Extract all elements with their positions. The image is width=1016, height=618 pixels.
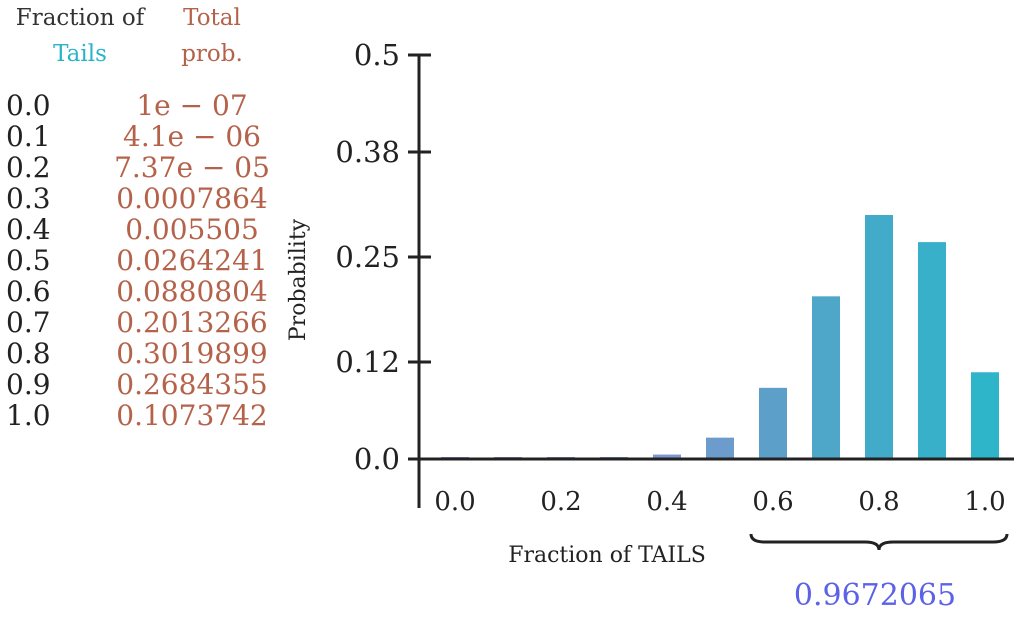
- table-cell-fraction: 0.5: [6, 244, 51, 277]
- table-cell-fraction: 0.4: [6, 213, 51, 246]
- y-tick-label: 0.12: [335, 345, 400, 379]
- x-tick-label: 0.8: [858, 487, 899, 517]
- table-cell-prob: 0.005505: [125, 213, 259, 246]
- bar: [759, 387, 787, 459]
- table-cell-fraction: 0.8: [6, 337, 51, 370]
- table-cell-fraction: 0.3: [6, 182, 51, 215]
- table-cell-prob: 0.0007864: [116, 182, 268, 215]
- y-tick-label: 0.5: [354, 38, 400, 72]
- table-cell-fraction: 0.9: [6, 368, 51, 401]
- table-cell-prob: 0.2684355: [116, 368, 268, 401]
- x-axis-label: Fraction of TAILS: [508, 543, 706, 568]
- table-cell-prob: 0.2013266: [116, 306, 268, 339]
- table-header-fraction-line2: Tails: [53, 41, 107, 67]
- y-tick-label: 0.0: [354, 442, 400, 476]
- table-header-prob-line1: Total: [183, 5, 241, 31]
- bar: [706, 437, 734, 459]
- table-cell-prob: 0.0880804: [116, 275, 268, 308]
- brace-annotation-value: 0.9672065: [793, 578, 957, 613]
- table-cell-prob: 7.37e − 05: [114, 151, 270, 184]
- table-cell-prob: 1e − 07: [136, 89, 248, 122]
- axes-group: [408, 53, 1014, 551]
- table-cell-fraction: 0.7: [6, 306, 51, 339]
- table-cell-fraction: 0.6: [6, 275, 51, 308]
- x-tick-label: 0.2: [540, 487, 581, 517]
- labels-group: 0.0 0.12 0.25 0.38 0.5 0.0 0.2 0.4 0.6 0.8 1.0 Frac…: [286, 38, 1006, 568]
- table-header-prob: Total prob.: [168, 0, 256, 72]
- bar: [971, 372, 999, 459]
- bars-group: [441, 214, 999, 459]
- table-header-fraction-line1: Fraction of: [15, 5, 145, 31]
- table-cell-fraction: 0.0: [6, 89, 51, 122]
- table-header-prob-line2: prob.: [181, 41, 243, 67]
- table-cell-fraction: 1.0: [6, 399, 51, 432]
- x-tick-label: 1.0: [964, 487, 1005, 517]
- x-tick-label: 0.6: [752, 487, 793, 517]
- bar: [865, 214, 893, 459]
- table-cell-prob: 0.0264241: [116, 244, 268, 277]
- bar: [812, 296, 840, 459]
- y-axis-label: Probability: [286, 218, 311, 341]
- bar: [653, 454, 681, 459]
- table-cell-prob: 0.3019899: [116, 337, 268, 370]
- table-header-fraction: Fraction of Tails: [4, 0, 156, 72]
- table-cell-prob: 4.1e − 06: [123, 120, 261, 153]
- brace-icon: [749, 533, 1009, 551]
- x-tick-label: 0.0: [434, 487, 475, 517]
- bar: [918, 242, 946, 459]
- x-tick-label: 0.4: [646, 487, 687, 517]
- table-cell-prob: 0.1073742: [116, 399, 268, 432]
- table-cell-fraction: 0.2: [6, 151, 51, 184]
- table-cell-fraction: 0.1: [6, 120, 51, 153]
- y-tick-label: 0.25: [335, 240, 400, 274]
- y-tick-label: 0.38: [335, 135, 400, 169]
